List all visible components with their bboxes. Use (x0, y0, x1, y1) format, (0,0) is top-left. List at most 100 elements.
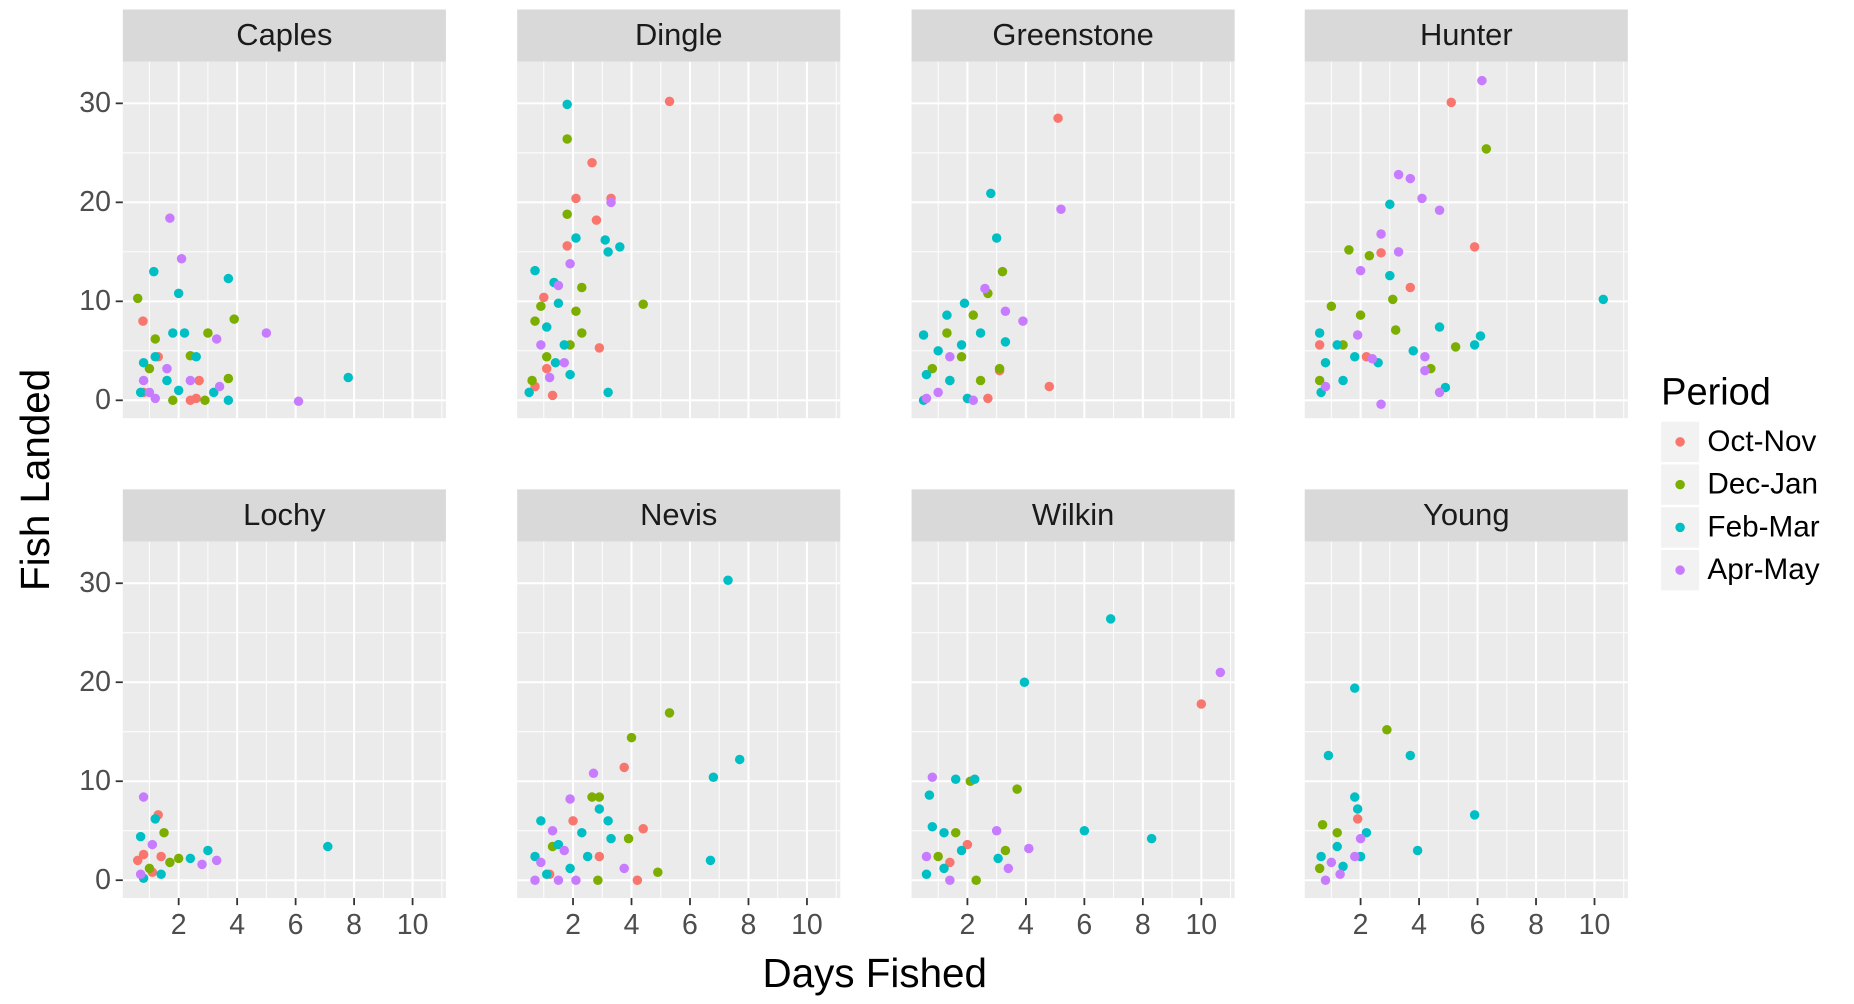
point (194, 375, 204, 386)
point (211, 855, 222, 866)
point (945, 857, 955, 868)
point (553, 875, 564, 885)
point (138, 849, 149, 860)
point (1105, 614, 1116, 624)
point (933, 851, 943, 862)
strip-label: Young (1423, 497, 1509, 532)
point (544, 372, 555, 383)
x-tick-label: 6 (1076, 909, 1092, 941)
point (1598, 294, 1609, 305)
point (1385, 199, 1395, 210)
point (950, 827, 961, 838)
point (582, 851, 593, 862)
strip-label: Dingle (635, 17, 723, 52)
point (708, 772, 719, 783)
point (619, 863, 629, 874)
point (559, 845, 570, 856)
point (1018, 316, 1028, 326)
point (991, 825, 1002, 836)
point (1469, 810, 1480, 820)
point (1475, 331, 1486, 341)
point (1314, 328, 1325, 338)
point (223, 395, 234, 406)
point (1469, 242, 1480, 252)
point (229, 314, 239, 324)
point (547, 825, 558, 836)
point (223, 373, 234, 384)
x-tick-label: 6 (682, 909, 698, 941)
point (1450, 342, 1461, 352)
point (150, 334, 161, 344)
point (138, 792, 149, 802)
x-tick-label: 2 (171, 909, 187, 941)
point (1405, 750, 1416, 761)
point (571, 233, 581, 243)
y-tick-label: 10 (79, 285, 111, 317)
point (577, 827, 587, 838)
strip (911, 9, 1235, 62)
point (603, 387, 613, 398)
point (1000, 845, 1011, 856)
point (1000, 337, 1011, 347)
point (603, 247, 613, 257)
point (994, 363, 1005, 374)
point (135, 831, 146, 842)
point (144, 863, 155, 874)
point (1323, 750, 1334, 761)
panel-background (122, 61, 446, 419)
point (956, 845, 967, 856)
point (536, 340, 546, 350)
point (530, 316, 540, 326)
point (1044, 381, 1055, 392)
point (591, 215, 602, 225)
point (1446, 97, 1456, 108)
point (1332, 841, 1342, 852)
point (927, 822, 938, 832)
point (562, 241, 572, 251)
point (1146, 833, 1157, 844)
point (1024, 843, 1034, 854)
point (1215, 667, 1226, 678)
point (1056, 204, 1066, 215)
point (638, 299, 648, 310)
legend-title: Period (1661, 371, 1771, 413)
point (565, 369, 575, 380)
point (1434, 387, 1445, 398)
point (1317, 820, 1328, 830)
point (975, 328, 986, 338)
point (144, 363, 155, 374)
point (530, 851, 540, 862)
point (664, 96, 675, 107)
point (173, 288, 184, 299)
point (553, 280, 564, 291)
point (1361, 827, 1372, 838)
point (293, 396, 304, 407)
point (1352, 814, 1363, 824)
point (541, 322, 552, 332)
strip-label: Greenstone (992, 17, 1153, 52)
point (1355, 310, 1366, 320)
point (135, 869, 146, 880)
point (1417, 193, 1427, 204)
x-tick-label: 8 (1135, 909, 1151, 941)
point (986, 188, 996, 199)
point (1326, 857, 1337, 868)
legend-label: Feb-Mar (1707, 510, 1819, 543)
point (615, 242, 625, 252)
point (1364, 251, 1375, 261)
point (550, 357, 561, 368)
x-tick-label: 10 (397, 909, 429, 941)
point (1405, 173, 1416, 184)
point (562, 99, 572, 110)
point (185, 853, 196, 864)
y-tick-label: 10 (79, 765, 111, 797)
point (173, 385, 184, 396)
point (1326, 301, 1337, 312)
x-tick-label: 6 (288, 909, 304, 941)
point (162, 363, 172, 374)
point (168, 328, 178, 338)
point (539, 292, 549, 303)
point (588, 768, 599, 779)
point (968, 395, 979, 406)
point (1376, 248, 1386, 258)
